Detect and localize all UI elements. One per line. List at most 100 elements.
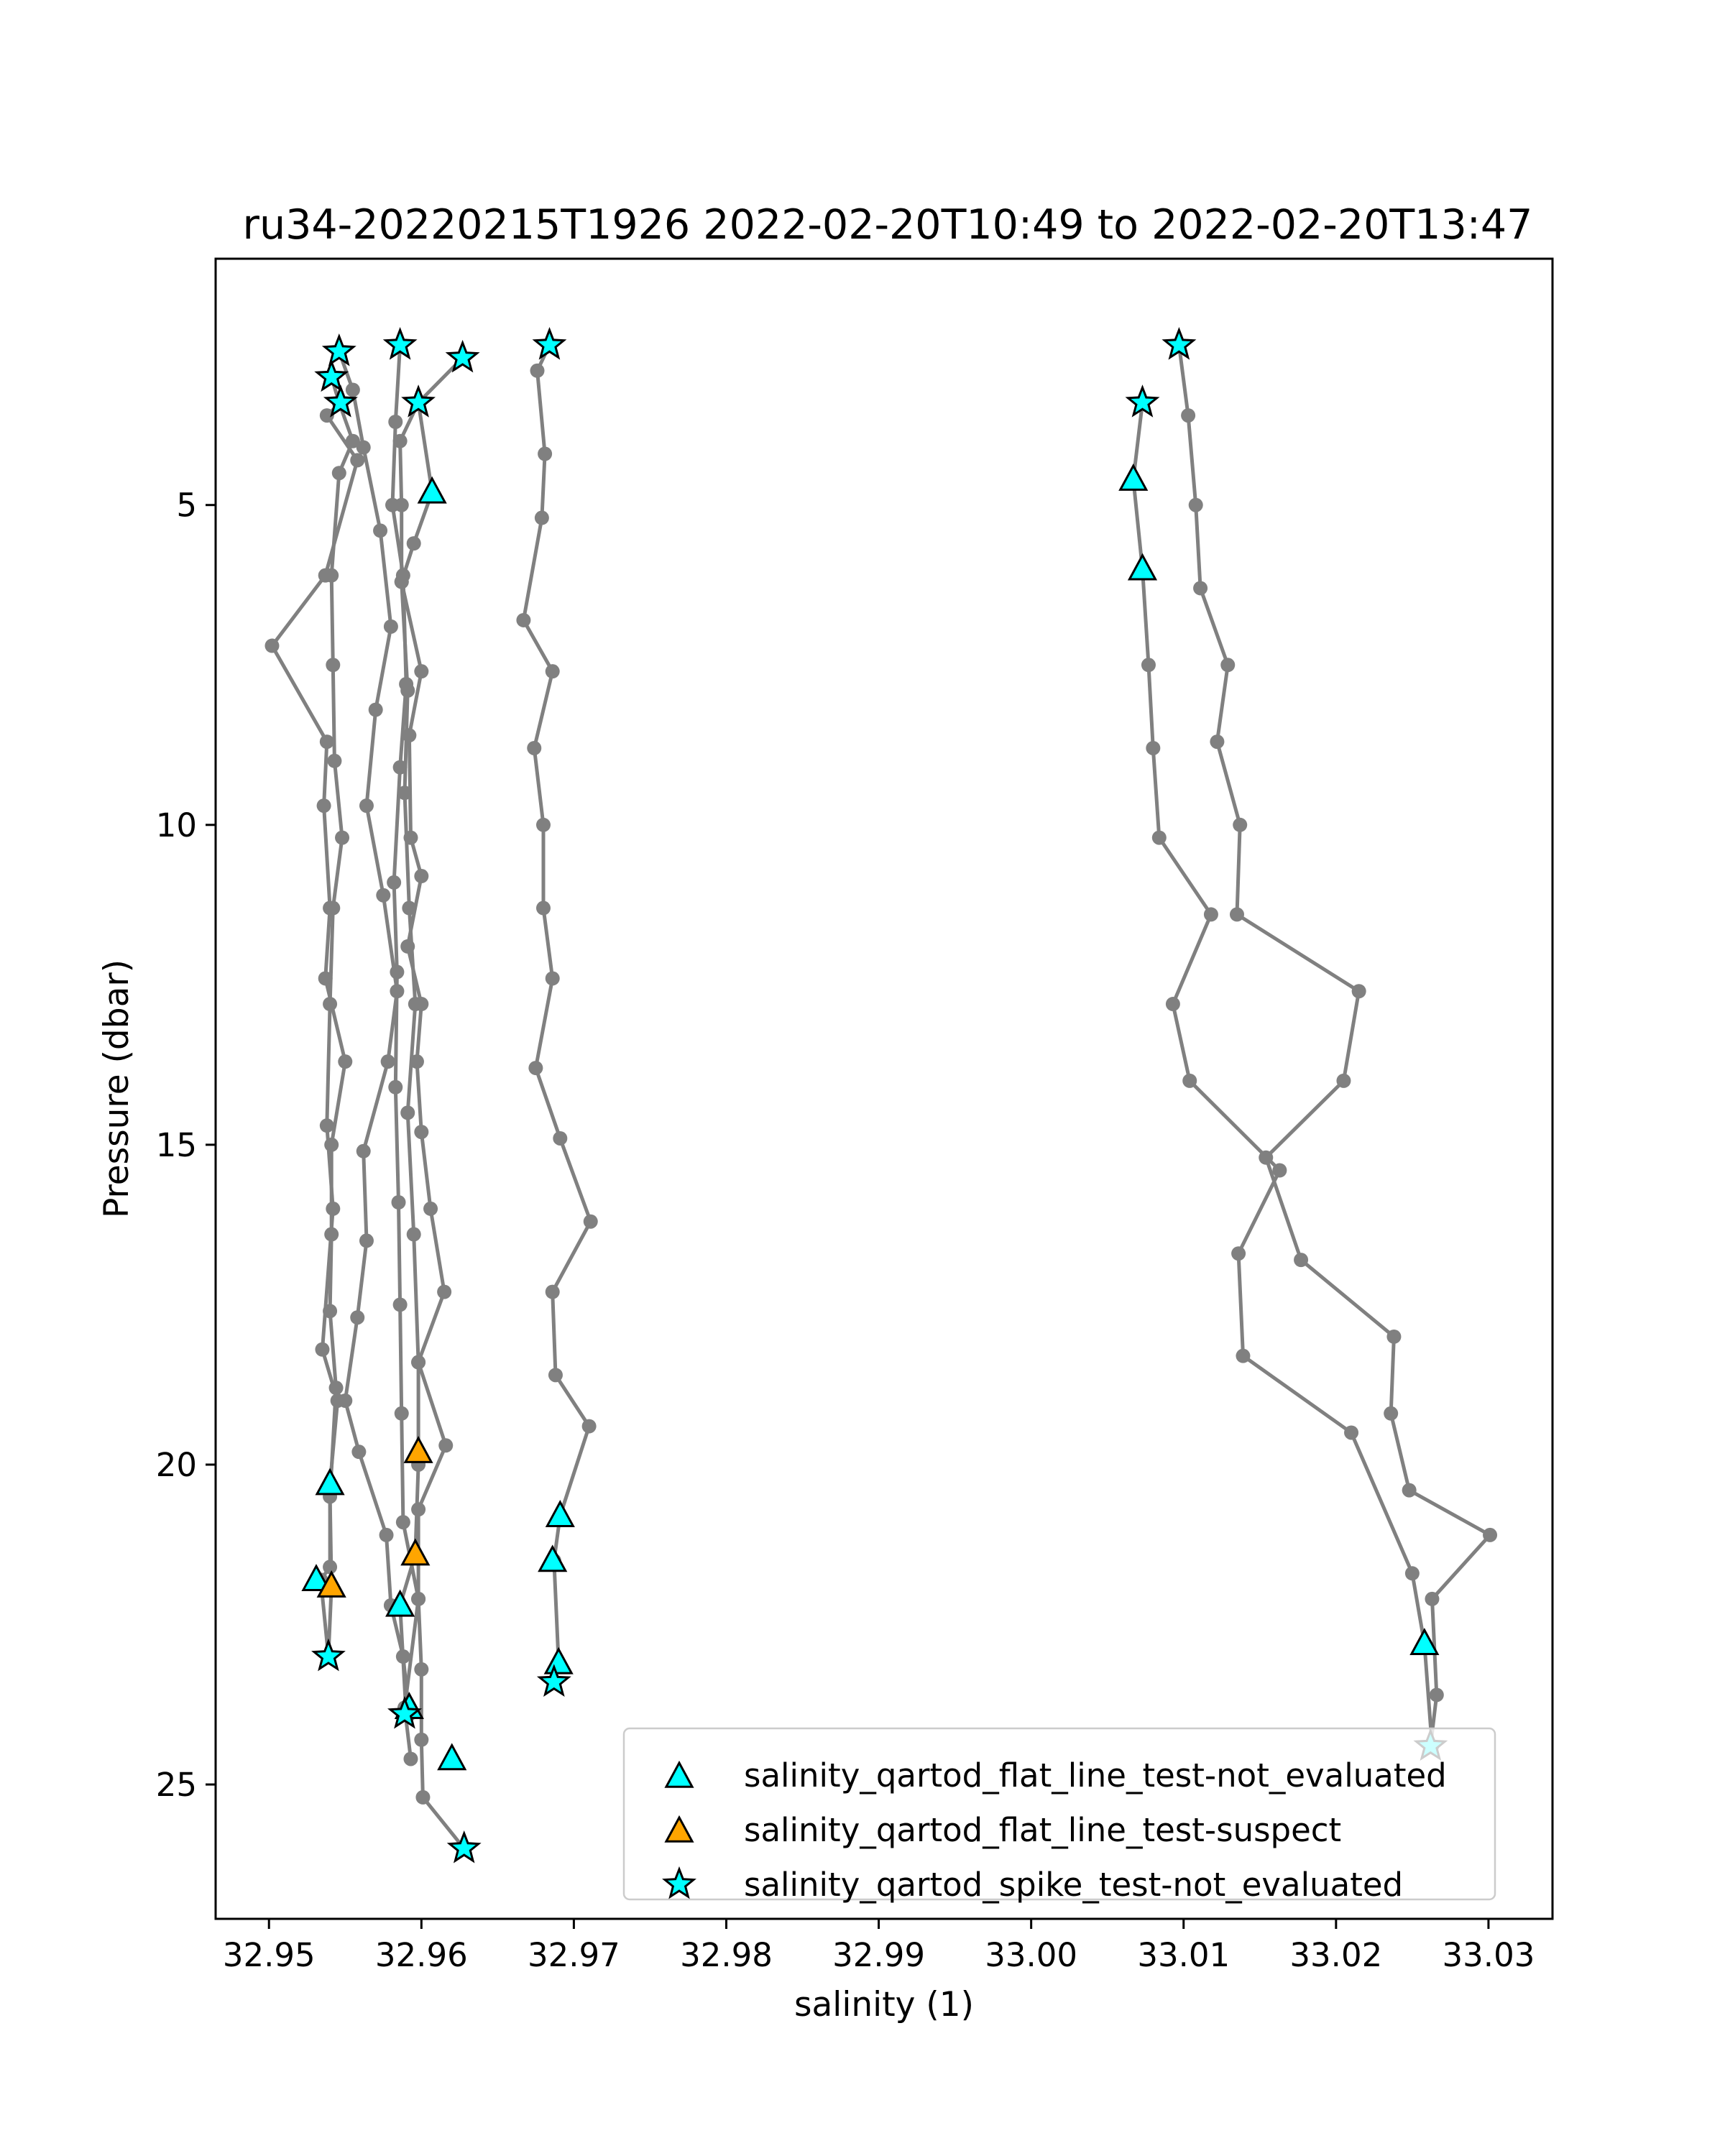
profile-point (545, 664, 560, 679)
profile-point (414, 869, 429, 884)
profile-point (414, 1732, 429, 1747)
triangle-marker (1127, 553, 1158, 581)
triangle-marker (1118, 463, 1149, 491)
profile-3 (394, 350, 472, 1856)
star-marker (401, 384, 436, 418)
profile-point (1182, 1073, 1197, 1088)
triangle-marker (316, 1570, 346, 1598)
star-marker (532, 327, 567, 360)
y-tick-label: 20 (156, 1446, 197, 1484)
profile-point (264, 638, 280, 653)
profile-line (521, 344, 593, 1683)
star-marker (536, 1664, 571, 1697)
star-marker (445, 339, 480, 373)
profile-point (394, 497, 409, 512)
triangle-marker (301, 1564, 331, 1591)
profile-point (394, 1406, 409, 1421)
profile-point (356, 1143, 371, 1158)
legend-item-1: salinity_qartod_flat_line_test-not_evalu… (664, 1756, 1447, 1795)
legend-item-2: salinity_qartod_flat_line_test-suspect (664, 1811, 1341, 1849)
profile-point (400, 1105, 415, 1120)
profile-point (1336, 1073, 1351, 1088)
profile-point (391, 1195, 406, 1210)
triangle-marker (543, 1646, 574, 1674)
x-tick-label: 33.00 (985, 1936, 1077, 1974)
profile-point (331, 466, 346, 481)
profile-point (530, 363, 545, 378)
star-marker (323, 384, 358, 418)
profile-point (1188, 497, 1203, 512)
profile-point (1386, 1329, 1402, 1344)
qc-series-2 (316, 1436, 433, 1598)
profile-point (323, 1304, 338, 1319)
profile-point (383, 619, 398, 634)
profile-point (335, 830, 350, 845)
profile-point (1429, 1687, 1444, 1703)
profile-point (1404, 1566, 1420, 1581)
profile-point (414, 1125, 429, 1140)
x-tick-label: 33.01 (1137, 1936, 1230, 1974)
triangle-marker (538, 1544, 568, 1572)
profile-point (414, 664, 429, 679)
profile-point (1384, 1406, 1399, 1421)
profile-point (1146, 740, 1161, 755)
profile-point (330, 1393, 345, 1408)
profile-point (535, 900, 551, 916)
legend-marker (662, 1866, 696, 1899)
profile-point (1233, 817, 1248, 832)
y-tick-label: 5 (176, 487, 197, 525)
x-tick-label: 32.98 (680, 1936, 773, 1974)
x-tick-label: 32.97 (528, 1936, 620, 1974)
profile-point (318, 568, 333, 583)
profile-point (583, 1214, 598, 1229)
profile-point (392, 433, 408, 448)
profile-point (373, 523, 388, 538)
profile-point (338, 1054, 353, 1069)
profile-point (402, 728, 417, 743)
plot-area (264, 327, 1498, 1864)
x-tick-label: 32.95 (223, 1936, 316, 1974)
profile-point (315, 1342, 330, 1357)
profile-point (1272, 1163, 1287, 1178)
profile-point (548, 1368, 563, 1383)
profile-point (368, 702, 383, 717)
profile-point (359, 1233, 374, 1248)
profile-point (1141, 658, 1156, 673)
profile-point (1344, 1425, 1359, 1440)
legend-marker (664, 1815, 694, 1843)
profile-point (411, 1591, 426, 1606)
profile-point (319, 734, 334, 750)
profile-point (388, 414, 403, 429)
triangle-marker (437, 1743, 467, 1771)
profile-point (403, 1751, 418, 1766)
profile-point (535, 817, 551, 832)
legend: salinity_qartod_flat_line_test-not_evalu… (622, 1727, 1496, 1904)
profile-point (406, 1227, 421, 1242)
profile-point (553, 1130, 568, 1146)
profile-point (327, 753, 342, 768)
legend-marker (664, 1760, 694, 1788)
profile-point (1229, 907, 1244, 922)
chart-title: ru34-20220215T1926 2022-02-20T10:49 to 2… (243, 201, 1533, 249)
profile-point (392, 1297, 408, 1312)
profile-point (345, 433, 360, 448)
profile-point (1165, 997, 1180, 1012)
y-axis: 5 10 15 20 25 (156, 487, 216, 1804)
profile-point (528, 1061, 543, 1076)
star-marker (311, 1638, 346, 1672)
star-marker (321, 333, 356, 367)
profile-point (345, 382, 360, 397)
profile-point (376, 888, 391, 903)
profile-point (545, 1284, 560, 1299)
profile-point (402, 900, 417, 916)
profile-point (1425, 1591, 1440, 1606)
profile-point (387, 875, 402, 890)
profile-point (379, 1527, 394, 1542)
profile-point (326, 658, 341, 673)
triangle-marker (315, 1468, 345, 1496)
profile-point (516, 612, 531, 627)
profile-point (406, 536, 421, 551)
triangle-marker (417, 476, 447, 504)
profile-point (350, 1310, 365, 1325)
